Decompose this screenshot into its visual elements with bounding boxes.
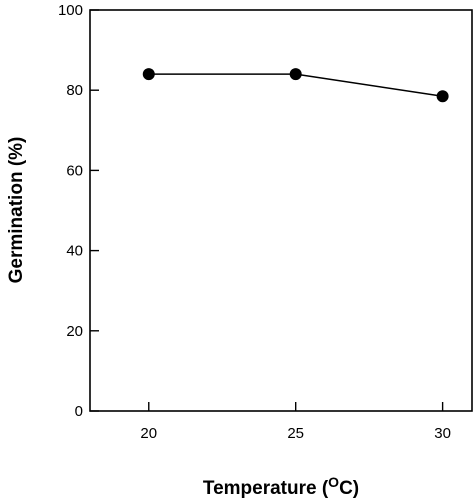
y-axis-title: Germination (%) xyxy=(6,137,27,284)
data-point xyxy=(436,90,449,103)
series-layer xyxy=(142,68,449,103)
data-point xyxy=(289,68,302,81)
y-tick-label: 60 xyxy=(66,162,83,179)
x-axis-title: Temperature (OC) xyxy=(203,474,359,499)
y-tick-label: 20 xyxy=(66,323,83,340)
x-axis-ticks: 20 25 30 xyxy=(140,402,451,442)
x-axis-title-superscript: O xyxy=(328,474,339,490)
y-axis-ticks: 0 20 40 60 80 100 xyxy=(58,2,99,420)
y-tick-label: 100 xyxy=(58,2,83,19)
y-tick-label: 0 xyxy=(75,403,83,420)
plot-frame xyxy=(89,9,473,412)
data-point xyxy=(142,68,155,81)
y-tick-label: 40 xyxy=(66,243,83,260)
x-tick-label: 25 xyxy=(287,425,304,442)
x-axis-title-main: Temperature ( xyxy=(203,478,329,499)
x-axis-title-suffix: C) xyxy=(339,478,359,499)
y-tick-label: 80 xyxy=(66,82,83,99)
x-tick-label: 30 xyxy=(434,425,451,442)
x-tick-label: 20 xyxy=(140,425,157,442)
